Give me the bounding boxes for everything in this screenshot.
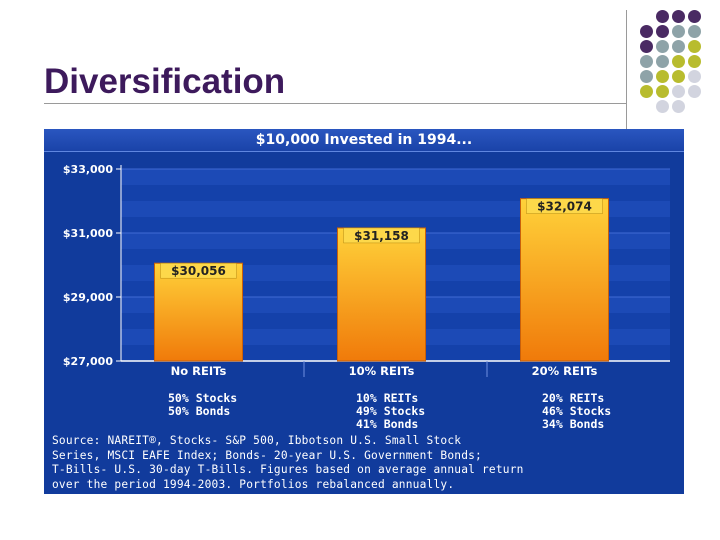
- decor-dot: [640, 40, 653, 53]
- x-tick-label: No REITs: [171, 364, 227, 378]
- bar: [154, 262, 243, 362]
- source-line: T-Bills- U.S. 30-day T-Bills. Figures ba…: [52, 463, 524, 476]
- source-line: Source: NAREIT®, Stocks- S&P 500, Ibbots…: [52, 434, 462, 447]
- decor-dot: [656, 85, 669, 98]
- decor-dot: [688, 70, 701, 83]
- data-label: $30,056: [171, 264, 226, 278]
- chart-title-bar: $10,000 Invested in 1994...: [44, 129, 684, 152]
- x-tick-label: 20% REITs: [532, 364, 598, 378]
- allocation-line: 34% Bonds: [542, 417, 605, 431]
- decor-dot: [672, 40, 685, 53]
- y-tick-label: $31,000: [63, 227, 113, 240]
- decor-dot: [672, 85, 685, 98]
- x-tick-label: 10% REITs: [349, 364, 415, 378]
- decor-dot: [672, 100, 685, 113]
- allocation-line: 10% REITs: [356, 391, 419, 405]
- decor-dot: [688, 55, 701, 68]
- source-note: Source: NAREIT®, Stocks- S&P 500, Ibbots…: [52, 434, 680, 492]
- y-tick-label: $27,000: [63, 355, 113, 368]
- source-line: over the period 1994-2003. Portfolios re…: [52, 477, 455, 491]
- chart-band: [121, 169, 670, 185]
- decor-dot: [656, 55, 669, 68]
- chart-title: $10,000 Invested in 1994...: [255, 132, 473, 148]
- source-line: Series, MSCI EAFE Index; Bonds- 20-year …: [52, 448, 482, 462]
- allocation-line: 46% Stocks: [542, 404, 612, 418]
- corner-divider: [626, 10, 627, 132]
- decor-dot: [656, 25, 669, 38]
- decor-dot: [656, 40, 669, 53]
- bar: [337, 227, 426, 362]
- data-label: $32,074: [537, 200, 592, 214]
- allocation-note-1: 50% Stocks 50% Bonds: [168, 392, 237, 418]
- decor-dot: [640, 70, 653, 83]
- bar-chart: $27,000 $29,000 $31,000 $33,000 $30,056 No RE…: [63, 163, 670, 378]
- data-label-box: [160, 262, 237, 279]
- allocation-line: 41% Bonds: [356, 417, 419, 431]
- decor-dot: [672, 25, 685, 38]
- decor-dot: [688, 85, 701, 98]
- data-label: $31,158: [354, 229, 409, 243]
- title-underline: [44, 103, 627, 104]
- slide-title: Diversification: [44, 62, 286, 101]
- decor-dot: [640, 25, 653, 38]
- allocation-line: 20% REITs: [542, 391, 605, 405]
- allocation-line: 49% Stocks: [356, 404, 426, 418]
- y-tick-label: $33,000: [63, 163, 113, 176]
- bar: [520, 198, 609, 362]
- decor-dot: [656, 70, 669, 83]
- allocation-note-3: 20% REITs 46% Stocks 34% Bonds: [542, 392, 611, 431]
- decor-dot: [656, 10, 669, 23]
- data-label-box: [343, 227, 420, 244]
- decor-dot: [656, 100, 669, 113]
- decorative-dot-grid: [640, 10, 720, 120]
- allocation-line: 50% Bonds: [168, 404, 231, 418]
- chart-band: [121, 185, 670, 201]
- decor-dot: [672, 10, 685, 23]
- allocation-note-2: 10% REITs 49% Stocks 41% Bonds: [356, 392, 425, 431]
- y-tick-label: $29,000: [63, 291, 113, 304]
- decor-dot: [640, 85, 653, 98]
- chart-panel: $10,000 Invested in 1994... $27,000 $29,0…: [44, 129, 684, 494]
- decor-dot: [672, 70, 685, 83]
- decor-dot: [672, 55, 685, 68]
- decor-dot: [688, 40, 701, 53]
- allocation-line: 50% Stocks: [168, 391, 238, 405]
- decor-dot: [688, 10, 701, 23]
- decor-dot: [640, 55, 653, 68]
- decor-dot: [688, 25, 701, 38]
- data-label-box: [526, 198, 603, 214]
